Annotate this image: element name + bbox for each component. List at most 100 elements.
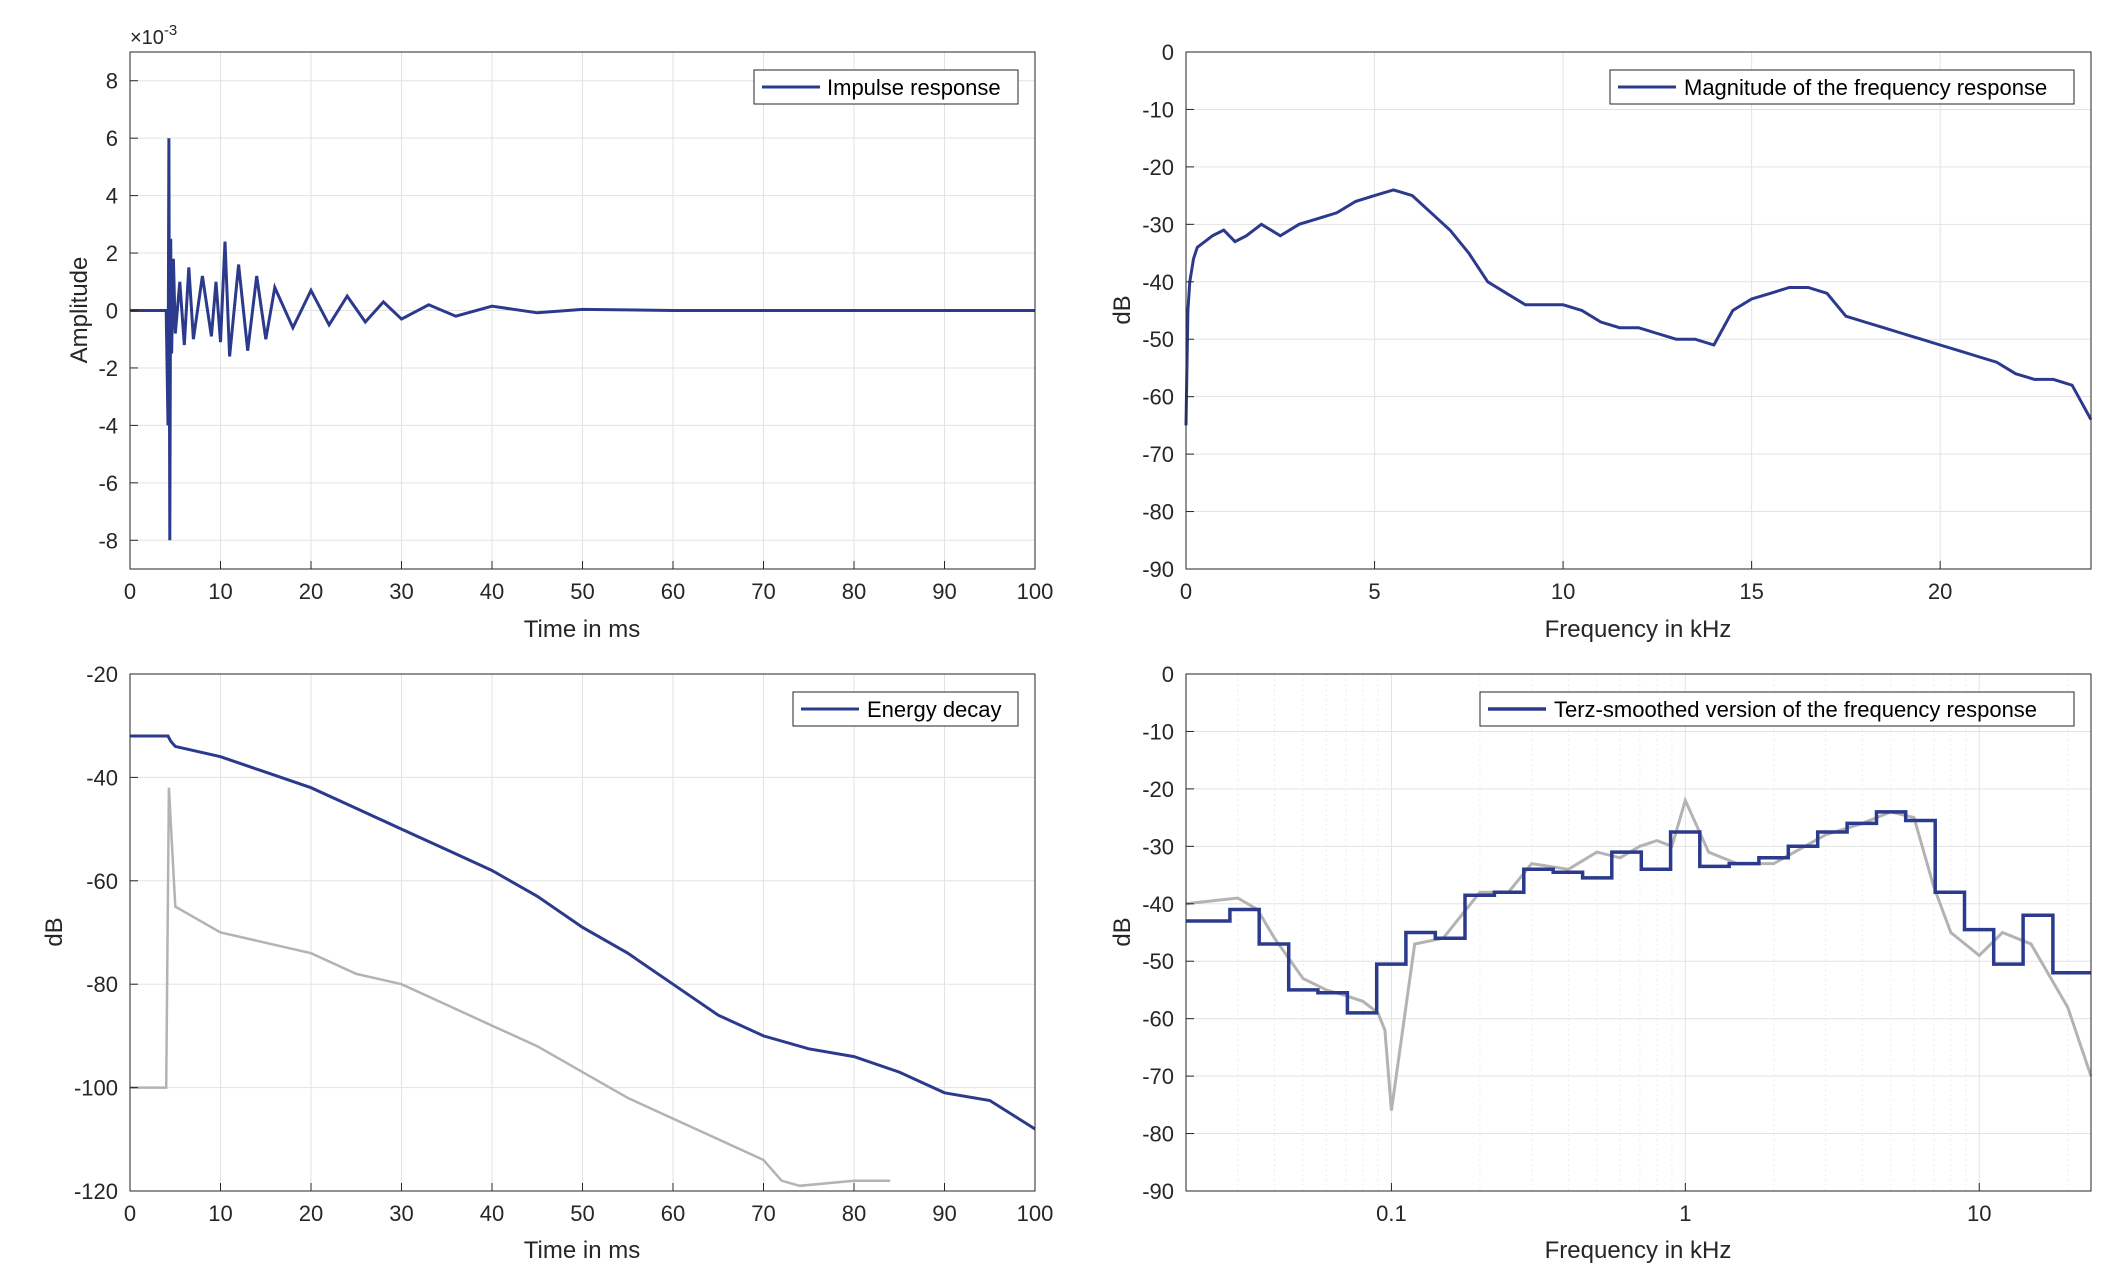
x-tick-label: 10 <box>208 579 232 604</box>
x-tick-label: 50 <box>570 1201 594 1226</box>
x-tick-label: 60 <box>661 1201 685 1226</box>
x-tick-label: 15 <box>1739 579 1763 604</box>
x-tick-label: 80 <box>842 1201 866 1226</box>
y-tick-label: 4 <box>106 184 118 209</box>
y-tick-label: -90 <box>1142 1179 1174 1204</box>
y-tick-label: -6 <box>98 471 118 496</box>
x-tick-label: 70 <box>751 579 775 604</box>
y-tick-label: -60 <box>1142 385 1174 410</box>
y-tick-label: -50 <box>1142 949 1174 974</box>
plot-frame-4 <box>1185 673 2092 1192</box>
x-tick-label: 20 <box>299 1201 323 1226</box>
y-tick-label: -70 <box>1142 1064 1174 1089</box>
y-axis-label-3: dB <box>41 917 68 946</box>
x-ticks-1: 0 10 20 30 40 50 60 70 80 90 100 <box>124 561 1053 604</box>
y-tick-label: -30 <box>1142 212 1174 237</box>
x-tick-label: 10 <box>1551 579 1575 604</box>
x-tick-label: 0 <box>124 1201 136 1226</box>
x-tick-label: 30 <box>389 1201 413 1226</box>
legend-label-impulse-response: Impulse response <box>827 75 1001 100</box>
series-magnitude-line <box>1184 188 2093 426</box>
y-tick-label: -40 <box>86 765 118 790</box>
y-tick-label: -70 <box>1142 442 1174 467</box>
x-tick-label: 90 <box>932 1201 956 1226</box>
y-tick-label: -10 <box>1142 719 1174 744</box>
grid-2 <box>1185 51 2091 570</box>
x-tick-label: 10 <box>208 1201 232 1226</box>
x-tick-label: 80 <box>842 579 866 604</box>
y-tick-label: -20 <box>1142 777 1174 802</box>
y-tick-label: -8 <box>98 528 118 553</box>
y-ticks-2: 0 -10 -20 -30 -40 -50 -60 -70 -80 -90 <box>1142 40 1194 582</box>
x-tick-label: 60 <box>661 579 685 604</box>
grid-3 <box>129 673 1036 1192</box>
y-tick-label: -100 <box>74 1076 118 1101</box>
y-tick-label: -4 <box>98 413 118 438</box>
legend-box-4 <box>1479 691 2075 727</box>
x-tick-label: 20 <box>1928 579 1952 604</box>
y-ticks-4: 0 -10 -20 -30 -40 -50 -60 -70 -80 -90 <box>1142 662 1194 1204</box>
x-tick-label: 20 <box>299 579 323 604</box>
x-tick-label: 0.1 <box>1376 1201 1407 1226</box>
panel-impulse-response: 0 10 20 30 40 50 60 70 80 90 100 -8 -6 -4 -2 0 2 4 6 8 ×10… <box>66 22 1053 643</box>
x-ticks-2: 0 5 10 15 20 <box>1180 561 1952 604</box>
legend-box-2 <box>1609 69 2075 105</box>
legend-2: Magnitude of the frequency response <box>1609 69 2075 105</box>
y-ticks-3: -20 -40 -60 -80 -100 -120 <box>74 662 138 1204</box>
legend-3: Energy decay <box>792 691 1019 727</box>
y-tick-label: -60 <box>1142 1007 1174 1032</box>
x-tick-label: 70 <box>751 1201 775 1226</box>
panel-energy-decay: 0 10 20 30 40 50 60 70 80 90 100 -20-40-60-80-100-… <box>41 662 1053 1264</box>
y-axis-label-2: dB <box>1109 295 1136 324</box>
series-unsmoothed-line <box>1185 796 2093 1111</box>
y-tick-label: -80 <box>1142 1122 1174 1147</box>
y-axis-label-1: Amplitude <box>66 257 93 364</box>
series-terz-smoothed-line <box>1186 810 2091 1015</box>
y-tick-label: -30 <box>1142 834 1174 859</box>
x-tick-label: 0 <box>124 579 136 604</box>
x-tick-label: 1 <box>1679 1201 1691 1226</box>
legend-4: Terz-smoothed version of the frequency r… <box>1479 691 2075 727</box>
y-tick-label: -40 <box>1142 270 1174 295</box>
y-tick-label: -10 <box>1142 97 1174 122</box>
y-ticks-1: -8 -6 -4 -2 0 2 4 6 8 <box>98 69 138 553</box>
y-tick-label: 8 <box>106 69 118 94</box>
legend-label-terz-smoothed: Terz-smoothed version of the frequency r… <box>1554 697 2037 722</box>
x-tick-label: 30 <box>389 579 413 604</box>
exponent-label-1: ×10-3 <box>130 22 177 49</box>
x-axis-label-2: Frequency in kHz <box>1545 616 1732 643</box>
x-tick-label: 100 <box>1017 579 1054 604</box>
y-tick-label: -20 <box>1142 155 1174 180</box>
y-tick-label: 6 <box>106 126 118 151</box>
y-tick-label: -90 <box>1142 557 1174 582</box>
y-tick-label: 0 <box>1162 40 1174 65</box>
series-energy-decay-line <box>130 734 1036 1131</box>
y-axis-label-4: dB <box>1109 917 1136 946</box>
y-tick-label: 0 <box>106 299 118 324</box>
legend-label-energy-decay: Energy decay <box>867 697 1002 722</box>
legend-1: Impulse response <box>753 69 1019 105</box>
y-tick-label: -80 <box>1142 500 1174 525</box>
x-tick-label: 10 <box>1967 1201 1991 1226</box>
x-tick-label: 100 <box>1017 1201 1054 1226</box>
x-tick-label: 5 <box>1368 579 1380 604</box>
y-tick-label: -80 <box>86 972 118 997</box>
x-tick-label: 50 <box>570 579 594 604</box>
plot-frame-2 <box>1185 51 2092 570</box>
x-axis-label-1: Time in ms <box>524 616 640 643</box>
series-impulse-response-line <box>130 138 1035 541</box>
legend-label-magnitude: Magnitude of the frequency response <box>1684 75 2047 100</box>
panel-magnitude-response: 0 5 10 15 20 0 -10 -20 -30 -40 -50 -60 -70 -80 -90 Fr… <box>1109 40 2093 643</box>
panel-terz-smoothed: 0.1 1 10 0 -10 -20 -30 -40 -50 -60 -70 -80 -90 Freq… <box>1109 662 2093 1264</box>
series-energy-raw-line <box>130 787 891 1188</box>
x-ticks-3: 0 10 20 30 40 50 60 70 80 90 100 <box>124 1183 1053 1226</box>
x-tick-label: 90 <box>932 579 956 604</box>
y-tick-label: 2 <box>106 241 118 266</box>
x-tick-label: 40 <box>480 1201 504 1226</box>
x-tick-label: 40 <box>480 579 504 604</box>
x-axis-label-3: Time in ms <box>524 1237 640 1264</box>
x-ticks-4: 0.1 1 10 <box>1376 1183 1991 1226</box>
y-tick-label: -20 <box>86 662 118 687</box>
y-tick-label: -40 <box>1142 892 1174 917</box>
